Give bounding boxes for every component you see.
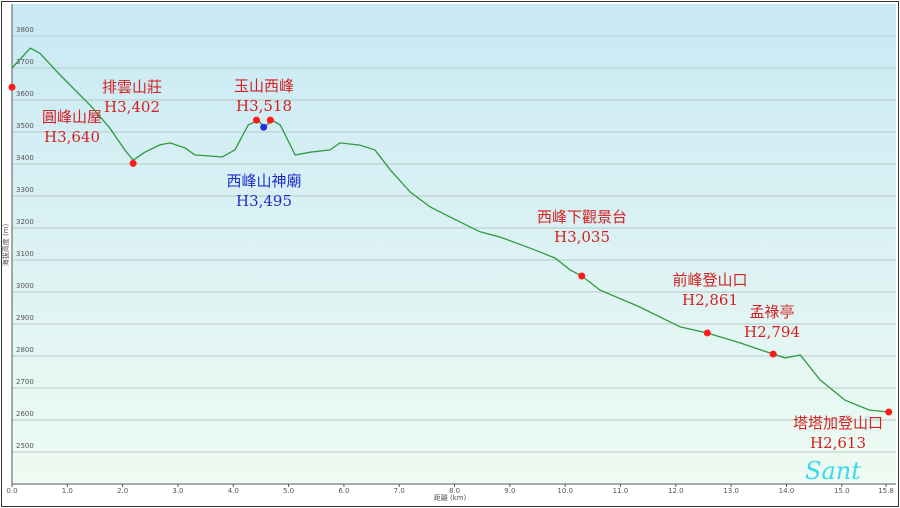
waypoint-height: H3,402 [104, 98, 160, 116]
y-tick-label: 3700 [16, 58, 34, 66]
x-tick-label: 3.0 [172, 487, 183, 495]
y-tick-label: 3300 [16, 186, 34, 194]
y-tick-label: 3500 [16, 122, 34, 130]
y-tick-label: 3100 [16, 250, 34, 258]
waypoint-height: H3,495 [236, 192, 292, 210]
x-tick-label: 6.0 [338, 487, 349, 495]
y-tick-label: 3400 [16, 154, 34, 162]
x-tick-label: 13.0 [723, 487, 739, 495]
y-tick-label: 2900 [16, 314, 34, 322]
watermark-signature: Sant [805, 457, 861, 485]
x-tick-label: 9.0 [504, 487, 515, 495]
x-tick-label: 2.0 [117, 487, 128, 495]
waypoint-height: H3,640 [44, 128, 100, 146]
y-tick-label: 3200 [16, 218, 34, 226]
waypoint-height: H3,035 [554, 228, 610, 246]
waypoint-name: 前峰登山口 [672, 271, 747, 289]
waypoint-marker [703, 329, 711, 337]
waypoint-name: 排雲山莊 [102, 78, 162, 96]
x-tick-label: 10.0 [557, 487, 573, 495]
waypoint-marker [885, 408, 893, 416]
waypoint-marker [129, 159, 137, 167]
waypoint-height: H3,518 [236, 97, 292, 115]
waypoint-height: H2,861 [682, 291, 738, 309]
y-tick-label: 2500 [16, 442, 34, 450]
x-tick-label: 11.0 [613, 487, 629, 495]
y-tick-label: 3000 [16, 282, 34, 290]
waypoint-name: 孟祿亭 [749, 303, 794, 321]
waypoint-height: H2,794 [744, 323, 800, 341]
y-axis-label: 海拔高度 (m) [1, 223, 10, 266]
x-tick-label: 5.0 [283, 487, 294, 495]
x-tick-label: 7.0 [394, 487, 405, 495]
waypoint-marker [266, 116, 274, 124]
waypoint-name: 圓峰山屋 [42, 108, 102, 126]
x-tick-label: 4.0 [228, 487, 239, 495]
y-tick-label: 2700 [16, 378, 34, 386]
x-tick-label: 12.0 [668, 487, 684, 495]
x-tick-label: 0.0 [6, 487, 17, 495]
x-tick-label: 1.0 [62, 487, 73, 495]
x-axis-label: 距離 (km) [434, 493, 467, 502]
waypoint-height: H2,613 [810, 434, 866, 452]
x-tick-label: 14.0 [779, 487, 795, 495]
waypoint-name: 西峰下觀景台 [537, 208, 627, 226]
waypoint-name: 西峰山神廟 [226, 172, 301, 190]
x-tick-label: 8.0 [449, 487, 460, 495]
waypoint-marker [8, 83, 16, 91]
waypoint-name: 塔塔加登山口 [793, 414, 883, 432]
waypoint-marker [578, 272, 586, 280]
y-tick-label: 3600 [16, 90, 34, 98]
waypoint-marker [260, 123, 268, 131]
waypoint-marker [769, 350, 777, 358]
y-tick-label: 2600 [16, 410, 34, 418]
waypoint-marker [252, 116, 260, 124]
x-tick-label: 15.0 [834, 487, 850, 495]
waypoint-name: 玉山西峰 [234, 77, 294, 95]
plot-background [12, 4, 896, 482]
x-tick-label: 15.8 [878, 487, 894, 495]
y-tick-label: 2800 [16, 346, 34, 354]
y-tick-label: 3800 [16, 26, 34, 34]
